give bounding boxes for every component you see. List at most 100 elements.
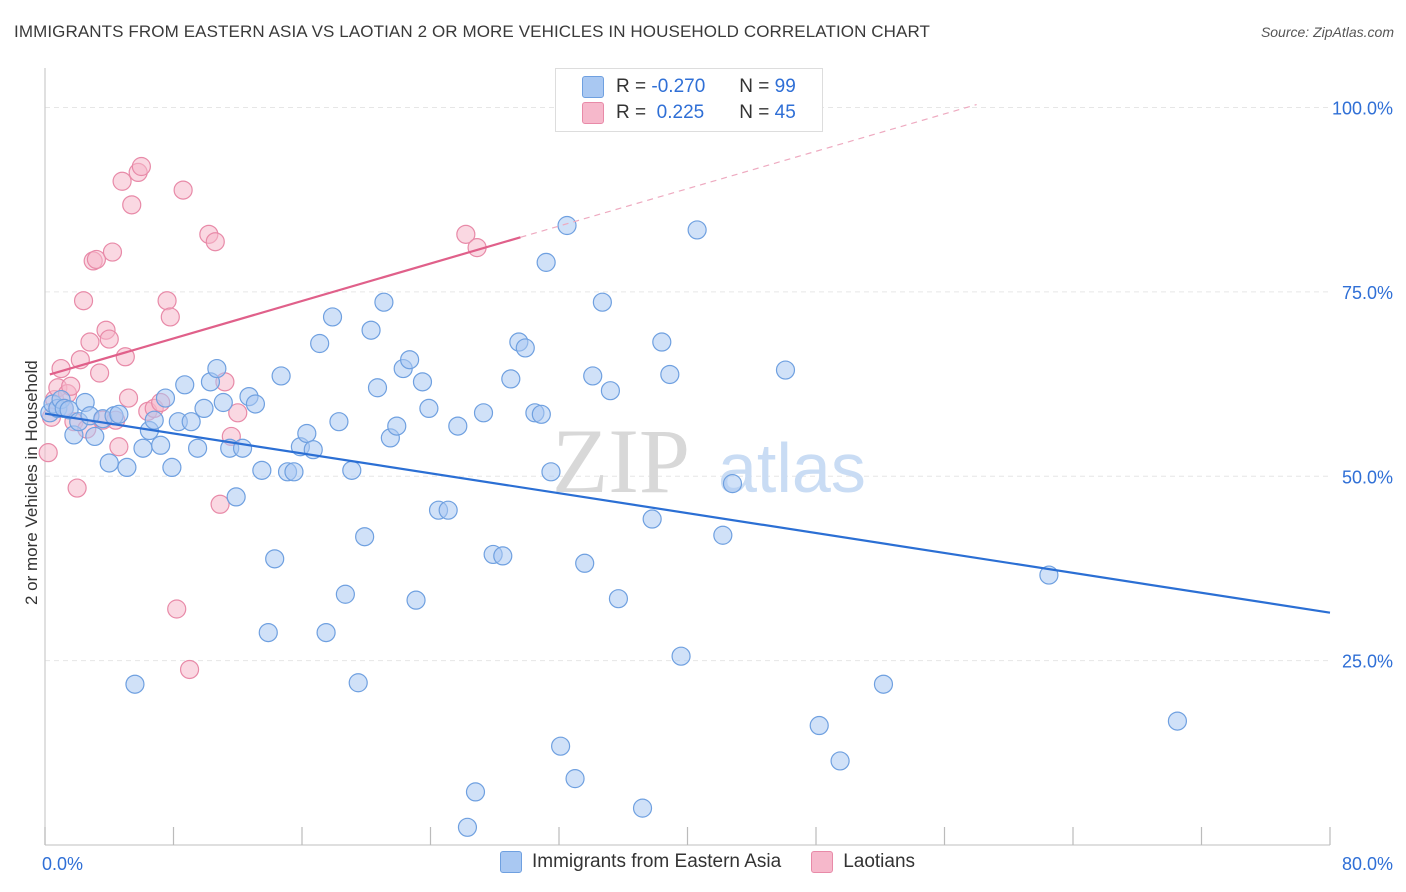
eastern-asia-points <box>40 215 1188 837</box>
eastern-asia-point <box>531 404 551 424</box>
correlation-legend: R = -0.270 N = 99 R = 0.225 N = 45 <box>555 68 823 132</box>
eastern-asia-point <box>406 590 426 610</box>
laotian-point <box>167 599 187 619</box>
eastern-asia-point <box>99 453 119 473</box>
eastern-asia-point <box>608 589 629 609</box>
eastern-asia-point <box>109 404 129 424</box>
eastern-asia-point <box>316 622 336 643</box>
laotian-point <box>112 171 132 191</box>
eastern-asia-point <box>232 438 253 458</box>
eastern-asia-point <box>583 366 603 386</box>
eastern-asia-point <box>310 333 330 354</box>
laotian-point <box>205 232 225 252</box>
eastern-asia-point <box>348 673 368 693</box>
eastern-asia-point <box>342 460 362 480</box>
eastern-asia-point <box>144 410 164 430</box>
eastern-asia-point <box>713 525 733 545</box>
legend-row-pink: R = 0.225 N = 45 <box>582 100 796 126</box>
pink-swatch <box>582 102 604 124</box>
y-tick-label: 50.0% <box>1342 467 1393 487</box>
eastern-asia-point <box>213 392 233 413</box>
blue-swatch <box>500 851 522 873</box>
legend-label: Laotians <box>843 851 916 872</box>
eastern-asia-point <box>687 220 707 240</box>
eastern-asia-point <box>501 369 521 389</box>
y-tick-label: 75.0% <box>1342 283 1393 303</box>
eastern-asia-point <box>258 622 278 643</box>
laotian-point <box>61 376 81 396</box>
eastern-asia-point <box>226 487 246 507</box>
blue-swatch <box>582 76 604 98</box>
eastern-asia-point <box>125 674 145 694</box>
laotian-point <box>109 437 129 457</box>
eastern-asia-point <box>465 782 486 802</box>
eastern-asia-point <box>85 426 105 447</box>
eastern-asia-point <box>207 358 227 379</box>
eastern-asia-point <box>181 412 201 432</box>
eastern-asia-trend-line <box>44 412 1331 614</box>
eastern-asia-point <box>155 388 176 408</box>
laotian-point <box>157 291 177 311</box>
eastern-asia-point <box>873 674 894 694</box>
laotian-point <box>99 329 119 349</box>
eastern-asia-point <box>187 438 208 458</box>
laotian-point <box>73 291 94 311</box>
legend-label: Immigrants from Eastern Asia <box>532 851 782 872</box>
laotian-point <box>456 224 476 244</box>
eastern-asia-point <box>284 462 304 482</box>
eastern-asia-point <box>412 372 433 392</box>
eastern-asia-point <box>473 403 494 423</box>
eastern-asia-point <box>592 292 612 312</box>
grid-lines <box>45 107 1330 662</box>
eastern-asia-point <box>551 736 571 756</box>
eastern-asia-point <box>361 320 381 340</box>
eastern-asia-point <box>652 332 672 352</box>
source-label: Source: ZipAtlas.com <box>1260 24 1394 40</box>
eastern-asia-point <box>557 215 577 236</box>
eastern-asia-point <box>493 546 513 566</box>
laotian-point <box>228 403 248 423</box>
n-label: N = <box>739 102 770 123</box>
laotian-trend-line <box>49 236 521 376</box>
watermark-zip: ZIP <box>552 410 690 512</box>
r-label: R = <box>616 102 647 123</box>
eastern-asia-point <box>355 527 375 547</box>
laotian-point <box>90 363 110 383</box>
eastern-asia-point <box>194 398 214 418</box>
laotian-point <box>131 156 151 177</box>
n-value: 99 <box>774 76 796 97</box>
legend-row-blue: R = -0.270 N = 99 <box>582 74 796 100</box>
eastern-asia-point <box>265 549 285 569</box>
eastern-asia-point <box>809 715 829 736</box>
laotian-point <box>160 307 180 327</box>
laotian-point <box>173 180 193 200</box>
eastern-asia-point <box>367 378 388 398</box>
laotian-point <box>122 195 142 215</box>
eastern-asia-point <box>632 798 653 818</box>
r-label: R = <box>616 76 647 97</box>
eastern-asia-point <box>117 457 137 477</box>
y-tick-label: 100.0% <box>1332 99 1393 119</box>
x-tick-label: 0.0% <box>42 854 83 874</box>
eastern-asia-point <box>419 398 439 418</box>
laotian-point <box>67 478 87 498</box>
eastern-asia-point <box>162 457 182 477</box>
eastern-asia-point <box>322 307 343 327</box>
eastern-asia-point <box>515 338 535 358</box>
eastern-asia-point <box>438 500 458 520</box>
eastern-asia-point <box>457 817 478 837</box>
eastern-asia-point <box>374 292 394 312</box>
legend-item-eastern-asia: Immigrants from Eastern Asia <box>500 851 781 873</box>
laotian-trend-extension <box>520 103 977 238</box>
watermark-atlas: atlas <box>718 429 866 507</box>
laotian-point <box>179 659 200 680</box>
eastern-asia-point <box>671 646 691 666</box>
laotian-point <box>102 242 123 262</box>
r-value: 0.225 <box>651 102 705 123</box>
eastern-asia-point <box>245 394 266 414</box>
eastern-asia-point <box>575 553 595 573</box>
n-label: N = <box>739 76 770 97</box>
laotian-point <box>118 388 139 408</box>
eastern-asia-point <box>642 509 662 529</box>
